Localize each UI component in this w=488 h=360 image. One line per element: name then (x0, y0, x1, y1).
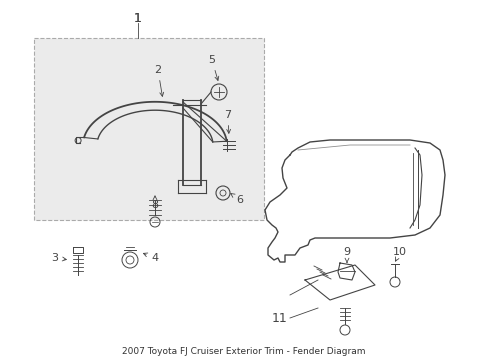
Text: 2: 2 (154, 65, 163, 96)
FancyBboxPatch shape (34, 38, 264, 220)
Text: 7: 7 (224, 110, 231, 133)
Text: 1: 1 (134, 12, 142, 24)
Text: 11: 11 (271, 311, 287, 324)
Text: 4: 4 (143, 253, 158, 263)
Text: 2007 Toyota FJ Cruiser Exterior Trim - Fender Diagram: 2007 Toyota FJ Cruiser Exterior Trim - F… (122, 347, 365, 356)
Text: 1: 1 (134, 12, 142, 24)
Text: 8: 8 (151, 196, 158, 210)
Text: 10: 10 (392, 247, 406, 261)
Text: 9: 9 (343, 247, 350, 262)
Text: 3: 3 (51, 253, 66, 263)
Text: 5: 5 (208, 55, 218, 80)
Text: 6: 6 (230, 194, 243, 205)
